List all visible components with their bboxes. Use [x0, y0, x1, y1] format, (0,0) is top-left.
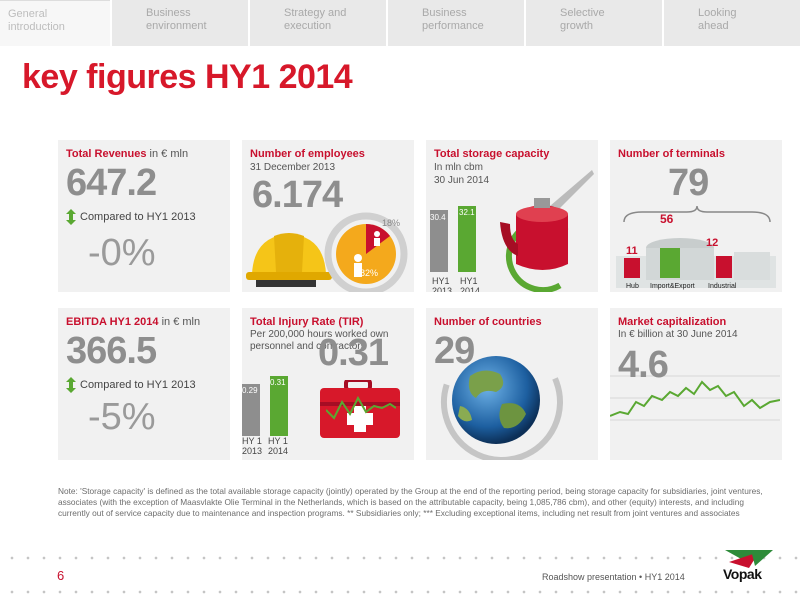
dotted-divider-top: [0, 556, 800, 560]
vopak-logo-wordmark: Vopak: [723, 566, 762, 582]
tile-ebitda: EBITDA HY1 2014 in € mln 366.5 Compared …: [58, 308, 230, 460]
ebitda-title: EBITDA HY1 2014 in € mln: [66, 316, 201, 328]
terminals-hub-label: Hub: [626, 283, 639, 290]
hard-hat-icon: [246, 233, 332, 287]
tir-subtitle-1: Per 200,000 hours worked own: [250, 329, 389, 340]
tir-bar-2014: [270, 376, 288, 436]
terminals-import-export-count: 56: [660, 212, 674, 226]
market-title: Market capitalization: [618, 316, 727, 328]
storage-date: 30 Jun 2014: [434, 175, 490, 186]
tir-bar-2013-label: HY 1 2013: [242, 436, 263, 456]
tab-selective-growth[interactable]: Selective growth: [526, 0, 662, 46]
market-value: 4.6: [618, 344, 669, 386]
tir-bar-2013-value: 0.29: [242, 386, 258, 395]
ebitda-change: -5%: [88, 396, 156, 438]
storage-bar-2014-label: HY1 2014: [460, 276, 481, 292]
employees-pct-large: 82%: [360, 268, 379, 278]
tir-bar-2013: [242, 384, 260, 436]
vopak-logo-icon: [725, 550, 773, 568]
employees-pct-small: 18%: [382, 218, 401, 228]
page-title: key figures HY1 2014: [22, 58, 353, 96]
tir-bar-2014-label: HY 1 2014: [268, 436, 289, 456]
employees-value: 6.174: [252, 174, 343, 216]
revenues-value: 647.2: [66, 162, 157, 204]
tir-trend-line: [326, 395, 396, 420]
tile-number-of-employees: Number of employees 31 December 2013 6.1…: [242, 140, 414, 292]
storage-bar-2013: [430, 210, 448, 272]
terminals-hub-count: 11: [626, 245, 638, 257]
tab-general-introduction[interactable]: General introduction: [0, 0, 110, 46]
tab-strategy-and-execution[interactable]: Strategy and execution: [250, 0, 386, 46]
storage-tanks-image: [616, 238, 776, 288]
footnote: Note: 'Storage capacity' is defined as t…: [58, 486, 763, 518]
ebitda-compare: Compared to HY1 2013: [66, 377, 196, 393]
terminals-total: 79: [668, 162, 709, 204]
up-down-arrow-icon: [66, 209, 76, 225]
storage-bar-2013-value: 30.4: [430, 213, 446, 222]
oil-can-icon: [500, 170, 594, 292]
first-aid-kit-icon: [320, 380, 400, 438]
terminals-industrial-label: Industrial: [708, 283, 737, 290]
tile-number-of-countries: Number of countries 29: [426, 308, 598, 460]
tab-business-environment[interactable]: Business environment: [112, 0, 248, 46]
storage-bar-2014: [458, 206, 476, 272]
market-trend-chart: [610, 375, 780, 421]
tile-total-revenues: Total Revenues in € mln 647.2 Compared t…: [58, 140, 230, 292]
terminals-title: Number of terminals: [618, 148, 725, 160]
countries-title: Number of countries: [434, 316, 542, 328]
revenues-compare: Compared to HY1 2013: [66, 209, 196, 225]
footer-text: Roadshow presentation • HY1 2014: [542, 572, 685, 582]
terminals-industrial-count: 12: [706, 237, 719, 249]
employee-split-pie: [324, 212, 408, 292]
up-down-arrow-icon: [66, 377, 76, 393]
countries-value: 29: [434, 330, 475, 372]
storage-bar-2014-value: 32.1: [459, 208, 475, 217]
terminals-import-export-label: Import&Export: [650, 283, 695, 290]
tile-total-injury-rate: Total Injury Rate (TIR) Per 200,000 hour…: [242, 308, 414, 460]
tir-subtitle-2: personnel and contractors: [250, 341, 366, 352]
globe-icon: [441, 341, 563, 460]
tir-bar-2014-value: 0.31: [270, 378, 286, 387]
storage-bar-2013-label: HY1 2013: [432, 276, 453, 292]
storage-title: Total storage capacity: [434, 148, 550, 160]
revenues-change: -0%: [88, 232, 156, 274]
vopak-logo: Vopak: [721, 548, 781, 584]
tir-value: 0.31: [318, 332, 389, 374]
tile-number-of-terminals: Number of terminals 79 11 56 12 Hub Impo…: [610, 140, 782, 292]
storage-unit: In mln cbm: [434, 162, 483, 173]
tab-business-performance[interactable]: Business performance: [388, 0, 524, 46]
revenues-title: Total Revenues in € mln: [66, 148, 189, 160]
page-number: 6: [57, 568, 65, 583]
dotted-divider-bottom: [0, 590, 800, 594]
tile-total-storage-capacity: Total storage capacity In mln cbm 30 Jun…: [426, 140, 598, 292]
terminals-bracket: [623, 205, 771, 223]
tile-market-capitalization: Market capitalization In € billion at 30…: [610, 308, 782, 460]
tir-title: Total Injury Rate (TIR): [250, 316, 364, 328]
section-nav: General introduction Business environment …: [0, 0, 800, 46]
ebitda-value: 366.5: [66, 330, 157, 372]
tab-looking-ahead[interactable]: Looking ahead: [664, 0, 800, 46]
market-subtitle: In € billion at 30 June 2014: [618, 329, 738, 340]
employees-title: Number of employees: [250, 148, 365, 160]
employees-date: 31 December 2013: [250, 162, 336, 173]
